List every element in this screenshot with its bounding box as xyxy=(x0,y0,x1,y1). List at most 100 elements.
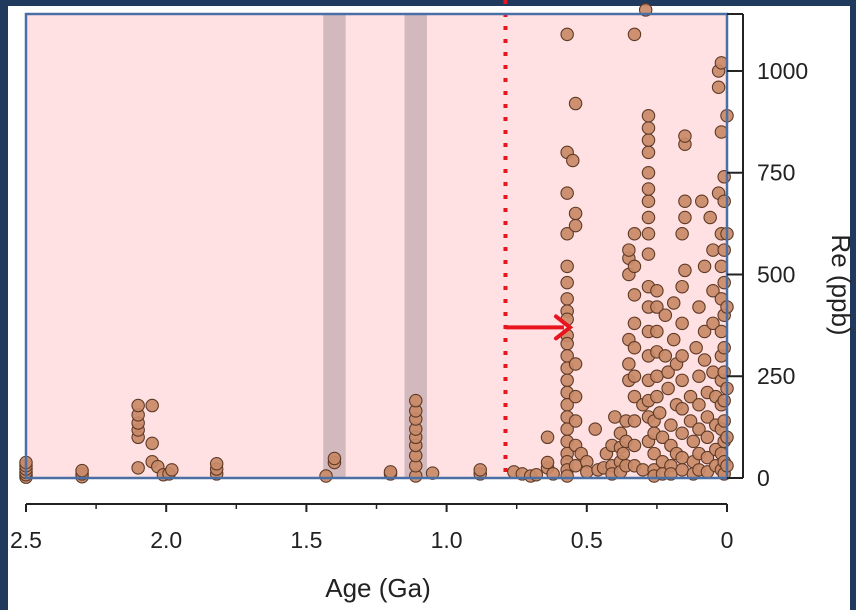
data-point xyxy=(540,455,555,470)
data-point xyxy=(686,434,701,449)
data-point xyxy=(717,414,731,428)
data-point xyxy=(560,27,574,42)
data-point xyxy=(689,341,703,355)
arrow-annotation-group xyxy=(505,314,574,341)
data-point xyxy=(641,194,656,208)
data-point xyxy=(652,406,667,420)
data-point xyxy=(627,227,642,241)
data-point xyxy=(650,284,664,298)
data-point xyxy=(714,56,729,70)
data-point xyxy=(717,393,731,408)
data-point xyxy=(641,165,656,180)
data-point xyxy=(661,365,675,379)
data-point xyxy=(678,194,692,208)
y-axis-group: 0 250 500 750 1000 xyxy=(727,13,808,491)
data-point xyxy=(568,206,583,221)
data-point xyxy=(706,316,720,331)
data-point xyxy=(700,450,715,465)
plot-area-background xyxy=(26,14,727,478)
data-point xyxy=(209,457,224,471)
y-tick-label: 250 xyxy=(757,363,795,389)
shaded-bands-group xyxy=(323,14,427,478)
data-point xyxy=(627,341,642,355)
data-point xyxy=(627,438,642,453)
data-point xyxy=(655,430,670,445)
data-point xyxy=(622,357,636,371)
y-axis-title: Re (ppb) xyxy=(826,234,856,335)
data-point xyxy=(703,210,717,225)
data-point xyxy=(622,243,636,257)
data-point xyxy=(675,402,689,416)
data-point xyxy=(675,463,689,477)
data-point xyxy=(327,451,342,466)
data-point xyxy=(627,259,642,274)
data-point xyxy=(675,349,689,363)
data-point xyxy=(706,243,720,257)
data-point xyxy=(145,398,159,413)
data-point xyxy=(675,426,689,440)
data-point xyxy=(692,422,706,436)
data-point xyxy=(658,308,673,322)
data-point xyxy=(706,284,720,298)
data-point xyxy=(608,410,622,424)
x-tick-label: 0.5 xyxy=(571,527,603,553)
data-point xyxy=(697,353,712,367)
data-point xyxy=(580,465,594,479)
data-point xyxy=(425,466,440,480)
data-point xyxy=(658,349,673,363)
data-point xyxy=(675,450,689,465)
data-point xyxy=(678,129,692,143)
data-point xyxy=(714,259,729,274)
data-point xyxy=(560,336,574,351)
data-point xyxy=(588,422,602,436)
right-frame-edge xyxy=(850,0,856,610)
data-point xyxy=(560,469,574,483)
y-tick-label: 500 xyxy=(757,261,795,287)
x-tick-label: 1.0 xyxy=(431,527,463,553)
data-point xyxy=(666,332,681,347)
data-point xyxy=(566,153,580,168)
arrow-head xyxy=(553,314,574,341)
data-point xyxy=(627,389,642,404)
data-point xyxy=(560,186,574,200)
data-point xyxy=(641,227,656,241)
data-point xyxy=(666,296,681,310)
data-point xyxy=(560,292,574,306)
data-point xyxy=(697,259,712,274)
data-point xyxy=(616,446,631,461)
data-point xyxy=(675,373,689,388)
data-point xyxy=(641,182,656,196)
x-tick-label: 1.5 xyxy=(290,527,322,553)
data-point xyxy=(714,125,729,139)
data-point xyxy=(717,243,731,257)
data-point xyxy=(678,263,692,278)
data-point xyxy=(568,357,583,371)
plot-border-group xyxy=(24,12,729,480)
x-tick-label: 2.5 xyxy=(10,527,42,553)
data-point xyxy=(568,459,583,473)
x-tick-label: 0 xyxy=(721,527,734,553)
data-point xyxy=(627,27,642,42)
data-point xyxy=(717,341,731,355)
top-frame-edge xyxy=(0,0,856,6)
data-point xyxy=(650,369,664,383)
data-point xyxy=(319,469,333,483)
data-point xyxy=(75,463,89,478)
data-point xyxy=(664,418,678,432)
data-point xyxy=(647,446,661,461)
data-point xyxy=(700,410,715,424)
data-point xyxy=(568,96,583,111)
data-point xyxy=(627,288,642,302)
data-point xyxy=(560,227,574,241)
data-point xyxy=(683,389,698,404)
data-point xyxy=(683,414,698,428)
shaded-band-1 xyxy=(323,14,346,478)
data-point xyxy=(695,194,709,208)
y-tick-label: 1000 xyxy=(757,58,808,84)
plot-border xyxy=(24,12,729,480)
shaded-band-2 xyxy=(404,14,427,478)
data-point xyxy=(636,463,650,477)
